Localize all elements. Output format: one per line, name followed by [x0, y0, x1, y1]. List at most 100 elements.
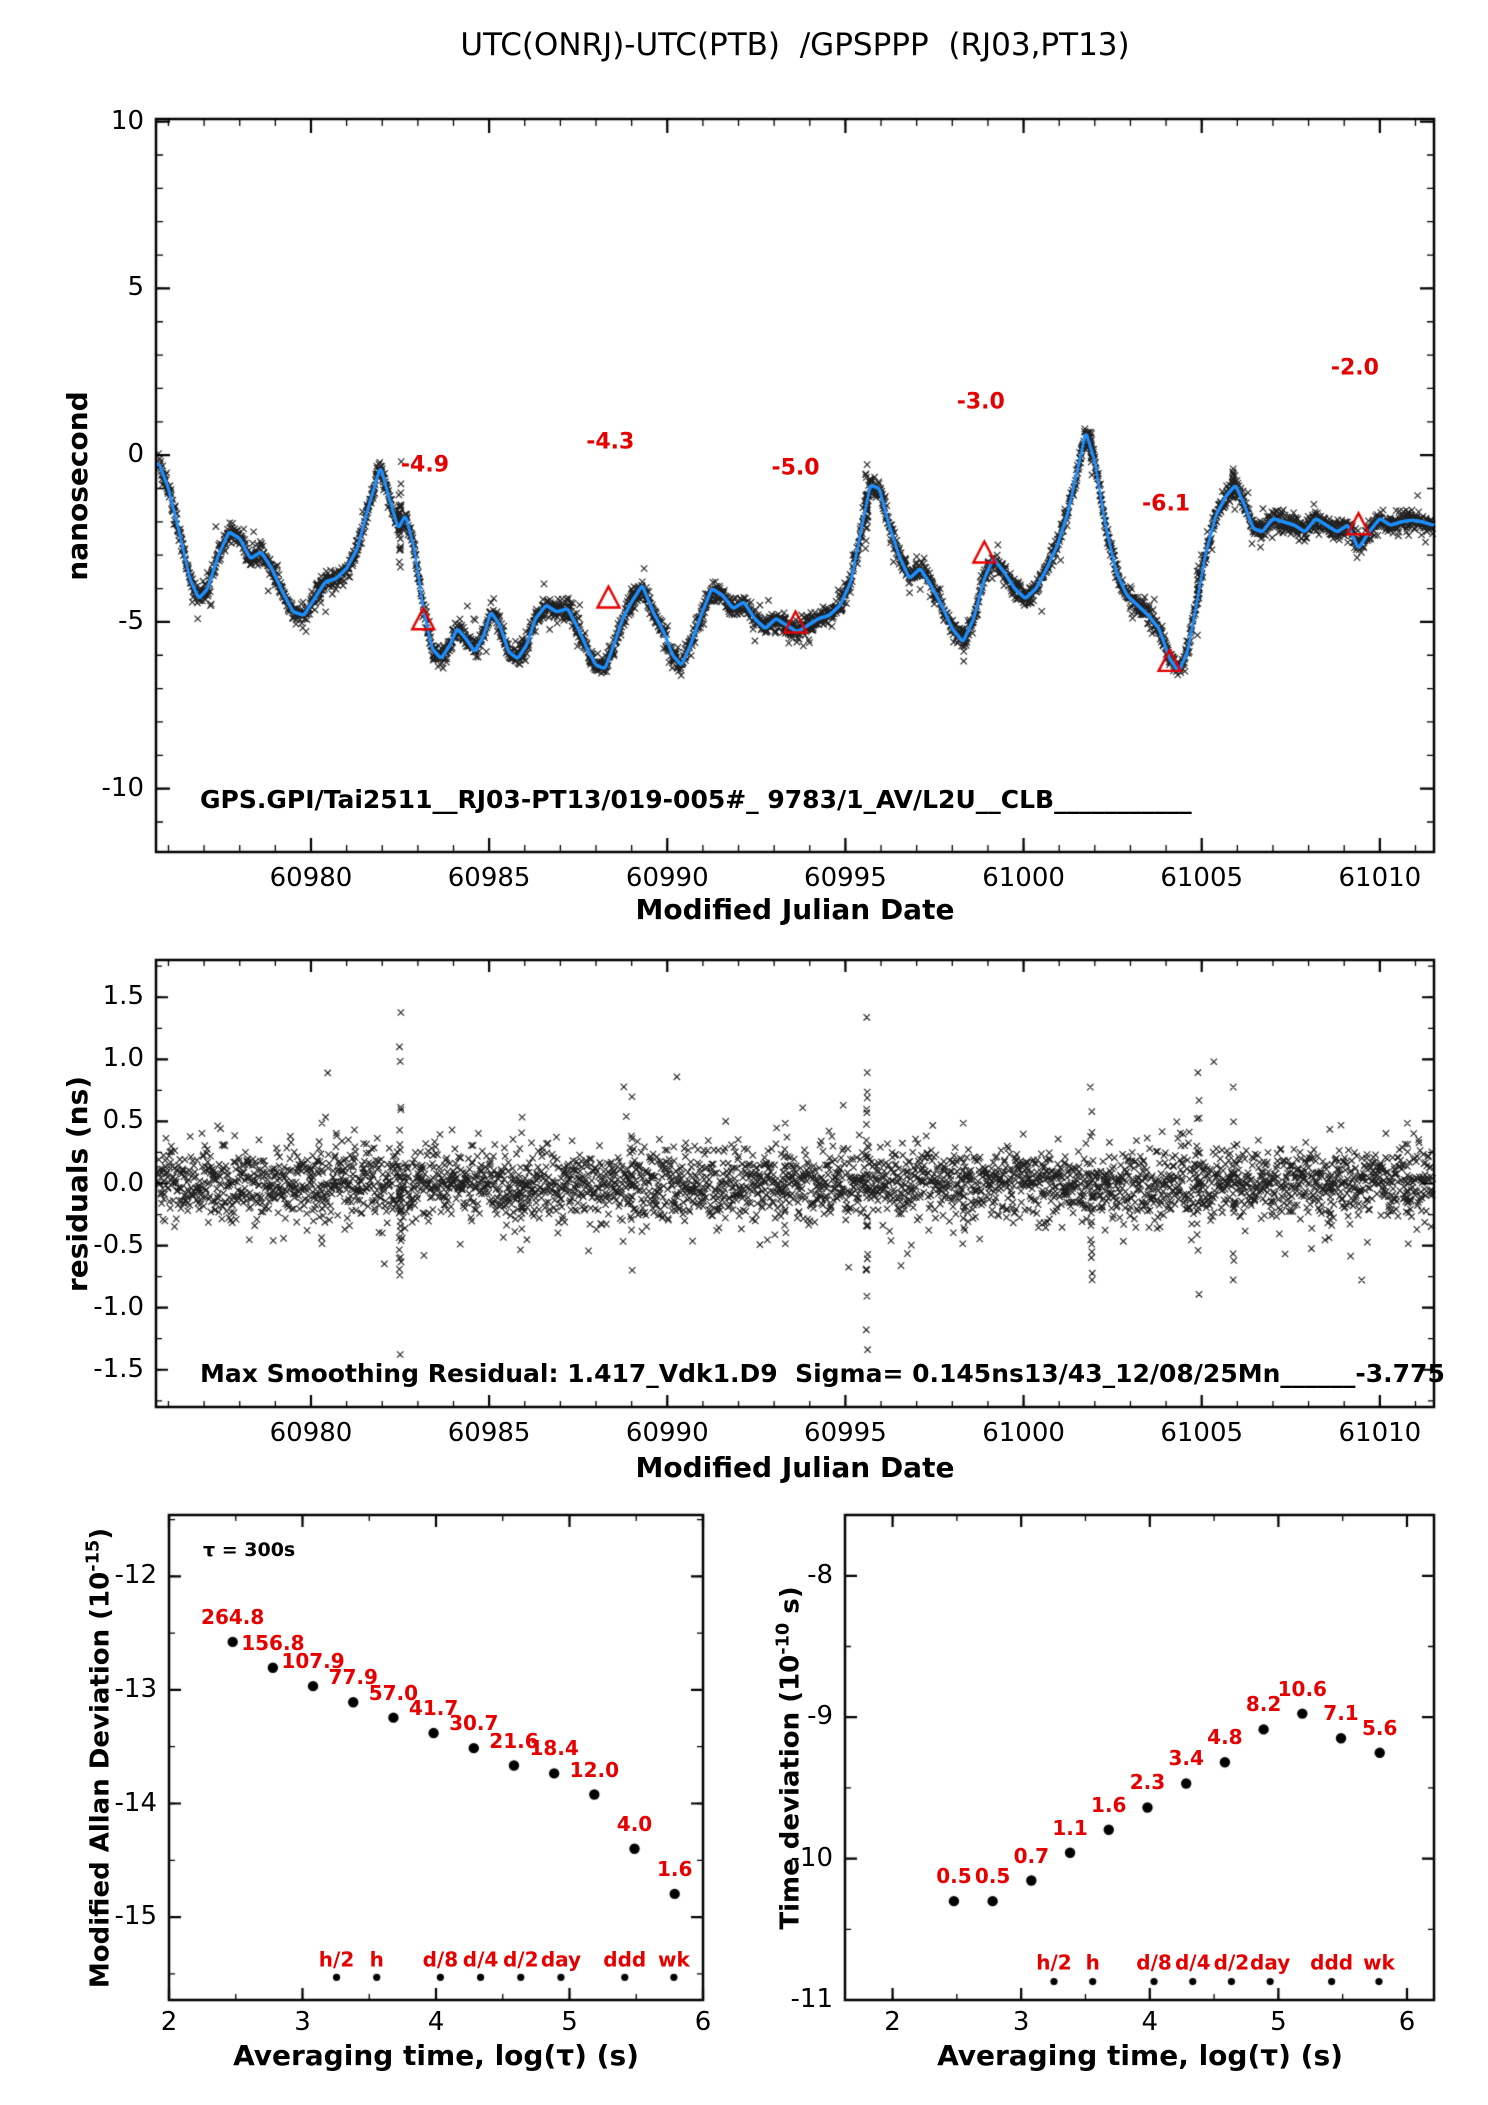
triangle-value-label: -6.1 — [1142, 490, 1191, 516]
point-value-label: 41.7 — [408, 1696, 459, 1721]
log-tau-tick-label: 2 — [884, 2007, 901, 2037]
point-value-label: 4.0 — [616, 1811, 653, 1836]
mjd-tick-label: 60990 — [625, 1418, 709, 1448]
point-value-label: 107.9 — [281, 1649, 345, 1674]
timescale-label: wk — [658, 1947, 690, 1972]
log-tau-tick-label: 4 — [427, 2007, 445, 2037]
point-value-label: 5.6 — [1362, 1715, 1398, 1740]
point-value-label: 8.2 — [1245, 1692, 1282, 1717]
mjd-tick-label: 61010 — [1338, 863, 1422, 893]
timescale-label: d/4 — [1174, 1950, 1211, 1975]
point-value-label: 1.6 — [1091, 1792, 1127, 1817]
timescale-label: ddd — [1310, 1950, 1354, 1975]
top-x-axis-label: Modified Julian Date — [635, 893, 955, 926]
mdev-x-axis-label: Averaging time, log(τ) (s) — [233, 2039, 639, 2072]
point-value-label: 4.8 — [1207, 1725, 1243, 1750]
log-tau-tick-label: 2 — [160, 2007, 178, 2037]
timescale-label: d/2 — [502, 1947, 539, 1972]
deviation-tick-label: -15 — [114, 1901, 157, 1932]
residual-tick-label: -1.0 — [93, 1291, 144, 1322]
deviation-tick-label: -9 — [807, 1701, 833, 1732]
mjd-tick-label: 60990 — [625, 863, 709, 893]
timescale-label: d/4 — [462, 1947, 499, 1972]
point-value-label: 0.5 — [974, 1864, 1011, 1889]
residual-tick-label: 1.5 — [102, 981, 144, 1012]
timescale-label: day — [540, 1947, 582, 1972]
residuals-x-axis-label: Modified Julian Date — [635, 1451, 955, 1484]
nanosecond-tick-label: 5 — [127, 272, 144, 303]
point-value-label: 21.6 — [489, 1728, 539, 1753]
timescale-label: h/2 — [1036, 1950, 1072, 1975]
nanosecond-tick-label: 10 — [110, 105, 144, 136]
mjd-tick-label: 61005 — [1160, 863, 1244, 893]
log-tau-tick-label: 6 — [694, 2007, 712, 2037]
residuals-stats-label: Max Smoothing Residual: 1.417_Vdk1.D9 Si… — [200, 1359, 1445, 1388]
mjd-tick-label: 60985 — [447, 1418, 531, 1448]
top-panel-session-label: GPS.GPI/Tai2511__RJ03-PT13/019-005#_ 978… — [200, 785, 1192, 814]
deviation-tick-label: -13 — [114, 1673, 157, 1704]
point-value-label: 156.8 — [241, 1630, 305, 1655]
triangle-value-label: -5.0 — [771, 455, 820, 481]
point-value-label: 1.6 — [656, 1856, 693, 1881]
mjd-tick-label: 61005 — [1160, 1418, 1244, 1448]
timescale-label: h — [369, 1947, 384, 1972]
point-value-label: 57.0 — [368, 1680, 419, 1705]
residual-tick-label: -1.5 — [93, 1353, 144, 1384]
tdev-y-label-close: s) — [775, 1586, 806, 1623]
timescale-label: d/8 — [422, 1947, 459, 1972]
mdev-y-label-text: Modified Allan Deviation (10 — [85, 1571, 116, 1989]
log-tau-tick-label: 3 — [294, 2007, 311, 2037]
log-tau-tick-label: 6 — [1398, 2007, 1416, 2037]
point-value-label: 30.7 — [449, 1711, 499, 1736]
point-value-label: 12.0 — [569, 1757, 620, 1782]
residual-tick-label: 0.0 — [102, 1167, 144, 1198]
mjd-tick-label: 60985 — [447, 863, 531, 893]
mjd-tick-label: 61000 — [982, 1418, 1065, 1448]
point-value-label: 10.6 — [1277, 1676, 1327, 1701]
timescale-label: day — [1250, 1950, 1291, 1975]
timescale-label: d/8 — [1136, 1950, 1172, 1975]
nanosecond-tick-label: 0 — [127, 439, 144, 470]
tdev-y-axis-label: Time deviation (10-10 s) — [774, 1586, 807, 1929]
tdev-x-axis-label: Averaging time, log(τ) (s) — [937, 2039, 1343, 2072]
triangle-value-label: -4.9 — [400, 452, 450, 478]
residual-tick-label: 0.5 — [102, 1105, 144, 1136]
triangle-value-label: -4.3 — [586, 429, 635, 455]
mdev-y-axis-label: Modified Allan Deviation (10-15) — [84, 1528, 117, 1988]
point-value-label: 0.7 — [1013, 1843, 1050, 1868]
mjd-tick-label: 60980 — [269, 863, 353, 893]
log-tau-tick-label: 5 — [1270, 2007, 1287, 2037]
log-tau-tick-label: 4 — [1141, 2007, 1159, 2037]
triangle-value-label: -3.0 — [956, 389, 1005, 415]
deviation-tick-label: -8 — [807, 1559, 833, 1590]
timescale-label: wk — [1363, 1950, 1395, 1975]
deviation-tick-label: -12 — [114, 1560, 157, 1591]
timescale-label: ddd — [603, 1947, 647, 1972]
point-value-label: 77.9 — [328, 1665, 378, 1690]
deviation-tick-label: -10 — [790, 1842, 833, 1873]
log-tau-tick-label: 3 — [1012, 2007, 1030, 2037]
point-value-label: 0.5 — [936, 1864, 972, 1889]
deviation-tick-label: -11 — [790, 1984, 833, 2015]
mjd-tick-label: 60995 — [804, 1418, 887, 1448]
mjd-tick-label: 60980 — [269, 1418, 353, 1448]
tau-annotation: τ = 300s — [203, 1539, 296, 1561]
timescale-label: d/2 — [1213, 1950, 1250, 1975]
residuals-y-axis-label: residuals (ns) — [60, 1075, 94, 1293]
nanosecond-tick-label: -5 — [118, 605, 144, 636]
nanosecond-tick-label: -10 — [101, 772, 144, 803]
deviation-tick-label: -14 — [114, 1787, 157, 1818]
chart-title: UTC(ONRJ)-UTC(PTB) /GPSPPP (RJ03,PT13) — [460, 27, 1130, 63]
residual-tick-label: 1.0 — [102, 1043, 144, 1074]
point-value-label: 3.4 — [1168, 1746, 1204, 1771]
log-tau-tick-label: 5 — [561, 2007, 578, 2037]
point-value-label: 18.4 — [529, 1736, 579, 1761]
top-y-axis-label: nanosecond — [60, 391, 94, 581]
mjd-tick-label: 61000 — [982, 863, 1065, 893]
timescale-label: h — [1085, 1950, 1100, 1975]
point-value-label: 1.1 — [1052, 1815, 1088, 1840]
triangle-value-label: -2.0 — [1330, 355, 1379, 381]
